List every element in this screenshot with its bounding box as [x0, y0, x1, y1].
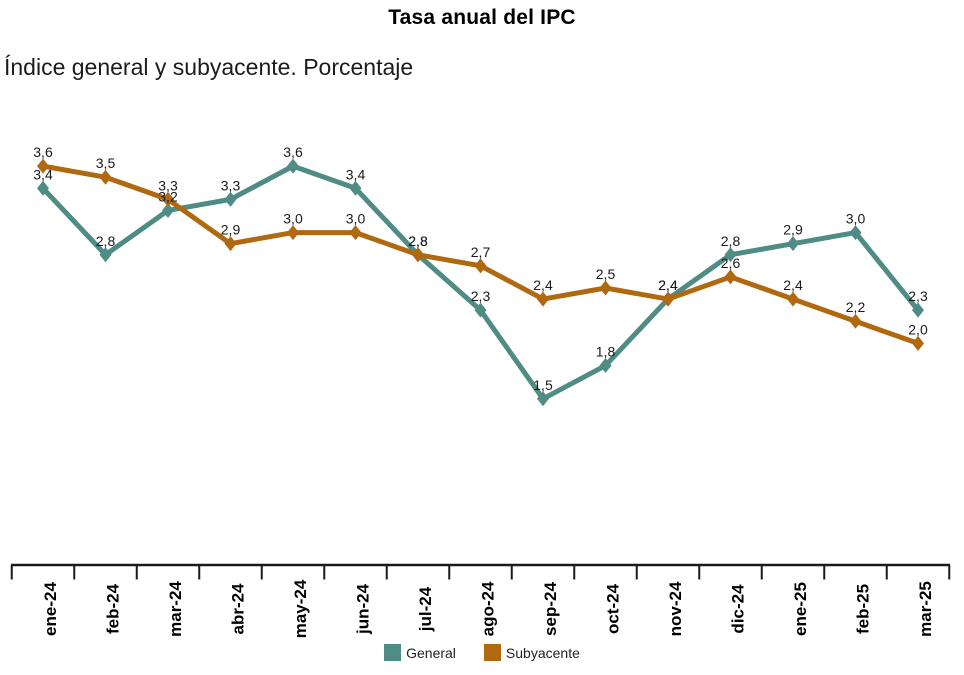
data-point-marker	[787, 236, 799, 252]
data-point-label: 2,9	[783, 222, 803, 238]
data-point-marker	[537, 391, 549, 407]
data-point-label: 3,0	[283, 211, 303, 227]
x-axis-label: mar-24	[166, 581, 185, 637]
data-point-label: 2,9	[221, 222, 241, 238]
x-axis-label: ago-24	[479, 581, 498, 636]
data-point-marker	[787, 291, 799, 307]
data-point-marker	[912, 335, 924, 351]
x-axis-label: ene-24	[41, 582, 60, 636]
x-axis: ene-24 feb-24 mar-24 abr-24 may-24 jun-24 jul-…	[10, 563, 951, 638]
data-point-marker	[599, 280, 612, 296]
data-point-marker	[99, 169, 112, 185]
data-point-label: 1,8	[596, 344, 616, 360]
x-axis-label: mar-25	[916, 581, 935, 637]
chart-subtitle: Índice general y subyacente. Porcentaje	[4, 54, 414, 80]
data-point-marker	[849, 313, 862, 329]
data-point-label: 2,4	[533, 277, 553, 293]
data-point-label: 2,3	[908, 288, 928, 304]
x-axis-label: jun-24	[354, 583, 373, 635]
data-point-label: 2,6	[721, 255, 741, 271]
data-point-marker	[287, 225, 299, 241]
data-point-marker	[224, 191, 237, 207]
data-point-marker	[849, 225, 862, 241]
data-point-label: 2,5	[596, 266, 616, 282]
data-point-label: 2,2	[846, 299, 866, 315]
legend-item-subyacente: Subyacente	[483, 644, 580, 661]
data-point-marker	[162, 191, 174, 207]
data-point-label: 2,7	[471, 244, 491, 260]
data-point-label: 3,3	[221, 177, 241, 193]
legend: General Subyacente	[0, 644, 964, 661]
data-point-label: 2,4	[658, 277, 678, 293]
x-axis-label: oct-24	[604, 583, 623, 634]
x-axis-label: jul-24	[416, 586, 435, 632]
general-series-swatch	[384, 644, 402, 661]
data-point-marker	[224, 236, 237, 252]
data-point-label: 2,8	[408, 233, 428, 249]
data-point-label: 2,4	[658, 277, 678, 293]
data-point-marker	[724, 247, 737, 263]
data-point-label: 2,8	[721, 233, 741, 249]
legend-label-subyacente: Subyacente	[505, 644, 580, 661]
data-point-label: 3,4	[33, 166, 53, 182]
data-point-label: 3,6	[33, 144, 53, 160]
data-point-marker	[287, 158, 299, 174]
data-point-marker	[99, 247, 112, 263]
data-point-marker	[662, 291, 674, 307]
data-point-label: 3,6	[283, 144, 303, 160]
series-labels-subyacente: 3,6 3,5 3,3 2,9 3,0 3,0 2,8 2,7 2,4 2,5 2,4 2,6 2,4 2…	[33, 144, 928, 337]
data-point-label: 3,0	[846, 211, 866, 227]
subyacente-series-swatch	[483, 644, 501, 661]
x-axis-label: may-24	[291, 579, 310, 638]
data-point-marker	[537, 291, 549, 307]
data-point-marker	[349, 180, 362, 196]
data-point-label: 3,4	[346, 166, 366, 182]
legend-item-general: General	[384, 644, 456, 661]
x-axis-label: feb-25	[854, 584, 873, 634]
x-axis-label: sep-24	[541, 582, 560, 636]
chart-title: Tasa anual del IPC	[388, 6, 576, 29]
data-point-marker	[474, 302, 487, 318]
data-point-label: 3,2	[158, 188, 178, 204]
data-point-label: 3,3	[158, 177, 178, 193]
data-point-label: 2,8	[96, 233, 116, 249]
x-axis-label: abr-24	[229, 583, 248, 635]
data-point-marker	[599, 358, 612, 374]
x-axis-label: feb-24	[104, 583, 123, 634]
series-labels-general: 3,42,83,23,33,63,42,82,31,51,82,42,82,93…	[33, 144, 928, 393]
data-point-label: 1,5	[533, 377, 553, 393]
x-axis-label: nov-24	[666, 581, 685, 636]
data-point-label: 3,0	[346, 211, 366, 227]
x-axis-label: ene-25	[791, 582, 810, 636]
data-point-marker	[37, 180, 49, 196]
data-point-marker	[724, 269, 737, 285]
data-point-marker	[412, 247, 424, 263]
data-point-label: 2,8	[408, 233, 428, 249]
legend-label-general: General	[406, 644, 456, 661]
series-subyacente	[37, 158, 924, 351]
data-point-label: 3,5	[96, 155, 116, 171]
data-point-label: 2,4	[783, 277, 803, 293]
data-point-label: 2,0	[908, 321, 928, 337]
data-point-marker	[349, 225, 362, 241]
x-axis-label: dic-24	[729, 584, 748, 634]
data-point-marker	[912, 302, 924, 318]
data-point-marker	[162, 202, 174, 218]
data-point-label: 2,3	[471, 288, 491, 304]
data-point-marker	[37, 158, 49, 174]
data-point-marker	[474, 258, 487, 274]
